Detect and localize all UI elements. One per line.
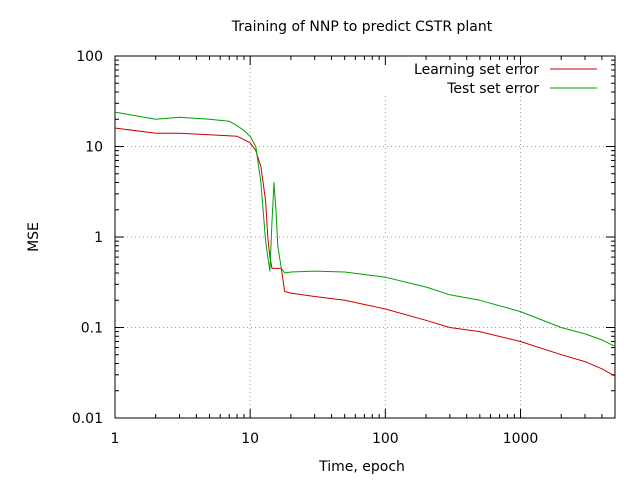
- y-tick-label: 100: [76, 49, 103, 65]
- axis-ticks: [114, 56, 616, 419]
- y-tick-labels: 100 10 1 0.1 0.01: [72, 49, 103, 427]
- y-tick-label: 0.1: [81, 321, 103, 337]
- grid: [115, 56, 615, 418]
- series-line-test: [114, 111, 616, 347]
- y-tick-label: 0.01: [72, 411, 103, 427]
- x-tick-label: 10: [241, 431, 259, 447]
- y-tick-label: 1: [94, 230, 103, 246]
- x-tick-label: 1: [111, 431, 120, 447]
- x-tick-label: 100: [372, 431, 399, 447]
- x-tick-labels: 1 10 100 1000: [111, 431, 539, 447]
- legend: Learning set error Test set error: [414, 62, 597, 97]
- legend-label-learning: Learning set error: [414, 62, 539, 78]
- y-axis-label: MSE: [26, 222, 42, 252]
- x-tick-label: 1000: [503, 431, 539, 447]
- chart-title: Training of NNP to predict CSTR plant: [231, 19, 493, 35]
- x-axis-label: Time, epoch: [318, 459, 405, 475]
- y-tick-label: 10: [85, 140, 103, 156]
- series-lines: [114, 111, 616, 377]
- legend-label-test: Test set error: [446, 81, 539, 97]
